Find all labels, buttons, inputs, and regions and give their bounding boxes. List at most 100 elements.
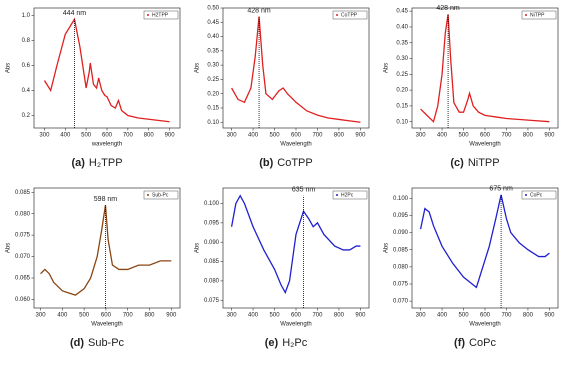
y-tick-label: 0.070 [15, 254, 31, 260]
x-axis-label: Wavelength [469, 322, 500, 328]
y-tick-label: 0.30 [396, 56, 408, 62]
x-tick-label: 500 [270, 313, 281, 319]
plot-frame [33, 187, 181, 309]
y-tick-label: 0.40 [207, 34, 219, 40]
legend-label: CoPc [530, 193, 543, 199]
x-tick-label: 400 [437, 133, 448, 139]
panel: 300 400 500 600 700 800 900 0.10 0.15 0.20 0.25 0.3… [384, 5, 559, 169]
x-tick-label: 700 [312, 133, 323, 139]
y-axis-label: Abs [6, 63, 12, 73]
panel: 300 400 500 600 700 800 900 0.10 0.15 0.20 0.25 0.3… [195, 6, 370, 169]
x-tick-label: 600 [480, 313, 491, 319]
x-axis-label: Wavelength [91, 322, 122, 328]
x-tick-label: 300 [36, 313, 47, 319]
y-tick-label: 0.15 [396, 103, 408, 109]
panel-caption: (e) H₂Pc [265, 337, 308, 349]
legend-box [332, 10, 368, 20]
y-tick-label: 0.075 [204, 298, 220, 304]
panel-name: Sub-Pc [88, 337, 125, 349]
spectrum-line [419, 194, 550, 289]
plot-frame [411, 187, 559, 309]
panel: 300 400 500 600 700 800 900 0.060 0.065 0.070 0.07… [6, 187, 181, 349]
legend-box [332, 190, 368, 200]
y-tick-label: 0.45 [396, 9, 408, 15]
y-tick-label: 0.6 [22, 63, 31, 69]
x-tick-label: 300 [39, 133, 50, 139]
panel-caption: (b) CoTPP [259, 157, 313, 169]
x-tick-label: 900 [166, 313, 177, 319]
x-tick-label: 300 [416, 133, 427, 139]
x-tick-label: 800 [334, 313, 345, 319]
panel-letter: (b) [259, 157, 273, 169]
panel-name: CoPc [469, 337, 496, 349]
panel-name: H₂TPP [89, 157, 123, 169]
x-tick-label: 600 [291, 133, 302, 139]
panel-letter: (c) [450, 157, 464, 169]
x-tick-label: 700 [501, 133, 512, 139]
y-tick-label: 0.35 [207, 48, 219, 54]
legend-label: CoTPP [341, 13, 358, 19]
panel: 300 400 500 600 700 800 900 0.070 0.075 0.080 0.08… [384, 186, 559, 349]
x-tick-label: 500 [270, 133, 281, 139]
y-tick-label: 0.075 [15, 233, 31, 239]
y-tick-label: 0.25 [396, 72, 408, 78]
y-tick-label: 0.35 [396, 40, 408, 46]
legend-box [143, 10, 179, 20]
panel-name: CoTPP [277, 157, 312, 169]
x-tick-label: 500 [79, 313, 90, 319]
y-tick-label: 1.0 [22, 13, 31, 19]
y-axis-label: Abs [195, 63, 201, 73]
x-tick-label: 800 [523, 133, 534, 139]
x-tick-label: 400 [57, 313, 68, 319]
y-axis-label: Abs [195, 243, 201, 253]
x-tick-label: 500 [459, 133, 470, 139]
spectrum-line [230, 194, 361, 295]
panel-caption: (a) H₂TPP [71, 157, 122, 169]
y-tick-label: 0.075 [393, 282, 409, 288]
legend-label: H2TPP [152, 13, 169, 19]
y-tick-label: 0.065 [15, 276, 31, 282]
peak-annotation: 444 nm [63, 10, 87, 17]
panel-name: NiTPP [468, 157, 500, 169]
y-tick-label: 0.20 [207, 91, 219, 97]
peak-annotation: 635 nm [292, 187, 316, 194]
legend-marker [525, 194, 527, 196]
y-tick-label: 0.080 [15, 211, 31, 217]
y-tick-label: 0.085 [15, 190, 31, 196]
x-axis-label: Wavelength [280, 322, 311, 328]
x-tick-label: 500 [459, 313, 470, 319]
panel-letter: (f) [454, 337, 465, 349]
x-axis-label: wavelength [91, 142, 122, 148]
y-tick-label: 0.070 [393, 299, 409, 305]
y-tick-label: 0.40 [396, 25, 408, 31]
x-tick-label: 900 [544, 133, 555, 139]
panel-name: H₂Pc [282, 337, 308, 349]
spectrum-line [43, 17, 170, 123]
y-tick-label: 0.50 [207, 6, 219, 12]
x-tick-label: 700 [123, 133, 134, 139]
x-tick-label: 500 [81, 133, 92, 139]
peak-annotation: 598 nm [94, 196, 118, 203]
y-tick-label: 0.060 [15, 297, 31, 303]
y-tick-label: 0.080 [393, 264, 409, 270]
y-axis-label: Abs [6, 243, 12, 253]
legend-label: Sub-Pc [152, 193, 169, 199]
y-axis-label: Abs [384, 63, 390, 73]
spectrum-line [420, 14, 550, 123]
x-tick-label: 800 [523, 313, 534, 319]
y-tick-label: 0.090 [204, 240, 220, 246]
x-tick-label: 700 [312, 313, 323, 319]
x-tick-label: 900 [355, 313, 366, 319]
y-tick-label: 0.10 [207, 120, 219, 126]
legend-label: H2Pc [341, 193, 354, 199]
x-tick-label: 300 [227, 313, 238, 319]
x-tick-label: 600 [480, 133, 491, 139]
panel-caption: (f) CoPc [454, 337, 496, 349]
x-tick-label: 800 [144, 313, 155, 319]
peak-annotation: 428 nm [247, 7, 271, 14]
y-axis-label: Abs [384, 243, 390, 253]
y-tick-label: 0.20 [396, 88, 408, 94]
panel: 300 400 500 600 700 800 900 0.2 0.4 0.6 0.8 1.0 wave… [6, 7, 181, 169]
x-tick-label: 600 [291, 313, 302, 319]
spectrum-line [231, 16, 361, 123]
